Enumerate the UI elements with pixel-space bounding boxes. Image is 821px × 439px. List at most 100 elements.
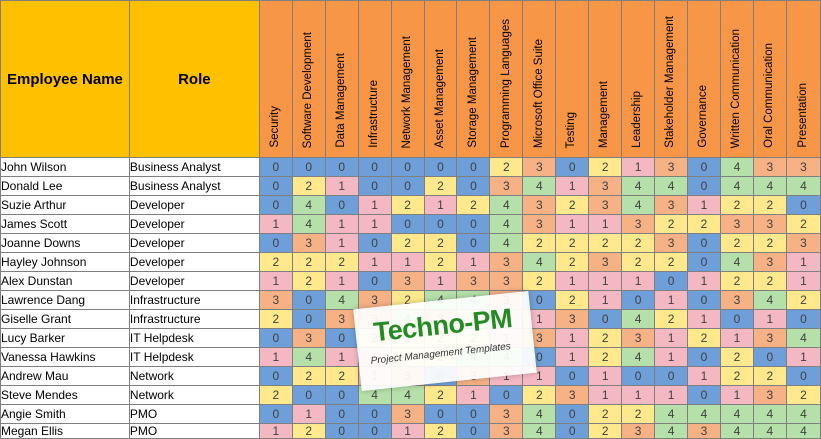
employee-name-cell[interactable]: Andrew Mau — [0, 366, 130, 386]
role-cell[interactable]: Infrastructure — [128, 290, 260, 310]
skill-level-cell[interactable]: 0 — [357, 233, 392, 253]
skill-level-cell[interactable]: 4 — [654, 423, 688, 439]
skill-level-cell[interactable]: 1 — [588, 271, 623, 291]
skill-level-cell[interactable]: 2 — [785, 214, 821, 234]
skill-level-cell[interactable]: 1 — [785, 252, 821, 272]
skill-level-cell[interactable]: 3 — [555, 385, 590, 405]
skill-level-cell[interactable]: 0 — [258, 233, 293, 253]
skill-level-cell[interactable]: 4 — [324, 290, 359, 310]
employee-name-cell[interactable]: Lawrence Dang — [0, 290, 130, 310]
skill-level-cell[interactable]: 1 — [687, 366, 721, 386]
skill-level-cell[interactable]: 2 — [752, 271, 787, 291]
employee-name-cell[interactable]: Angie Smith — [0, 404, 130, 424]
skill-level-cell[interactable]: 4 — [621, 347, 656, 367]
role-cell[interactable]: IT Helpdesk — [128, 328, 260, 348]
skill-level-cell[interactable]: 4 — [752, 176, 787, 196]
employee-name-cell[interactable]: James Scott — [0, 214, 130, 234]
skill-level-cell[interactable]: 2 — [324, 252, 359, 272]
header-skill[interactable]: Governance — [687, 0, 721, 158]
skill-level-cell[interactable]: 2 — [555, 252, 590, 272]
skill-level-cell[interactable]: 4 — [719, 252, 754, 272]
skill-level-cell[interactable]: 0 — [719, 309, 754, 329]
skill-level-cell[interactable]: 1 — [654, 290, 688, 310]
skill-level-cell[interactable]: 2 — [785, 385, 821, 405]
skill-level-cell[interactable]: 1 — [423, 195, 458, 215]
skill-level-cell[interactable]: 2 — [752, 195, 787, 215]
skill-level-cell[interactable]: 4 — [752, 404, 787, 424]
header-skill[interactable]: Microsoft Office Suite — [522, 0, 557, 158]
skill-level-cell[interactable]: 2 — [719, 195, 754, 215]
skill-level-cell[interactable]: 3 — [654, 157, 688, 177]
skill-level-cell[interactable]: 0 — [423, 214, 458, 234]
skill-level-cell[interactable]: 0 — [687, 385, 721, 405]
skill-level-cell[interactable]: 0 — [687, 290, 721, 310]
skill-level-cell[interactable]: 1 — [390, 252, 425, 272]
skill-level-cell[interactable]: 4 — [291, 347, 326, 367]
role-cell[interactable]: Developer — [128, 233, 260, 253]
header-skill[interactable]: Presentation — [785, 0, 821, 158]
skill-level-cell[interactable]: 2 — [588, 404, 623, 424]
role-cell[interactable]: Infrastructure — [128, 309, 260, 329]
skill-level-cell[interactable]: 2 — [621, 404, 656, 424]
skill-level-cell[interactable]: 2 — [621, 233, 656, 253]
skill-level-cell[interactable]: 0 — [423, 157, 458, 177]
employee-name-cell[interactable]: Suzie Arthur — [0, 195, 130, 215]
skill-level-cell[interactable]: 1 — [785, 347, 821, 367]
skill-level-cell[interactable]: 3 — [489, 404, 524, 424]
skill-level-cell[interactable]: 2 — [258, 385, 293, 405]
skill-level-cell[interactable]: 4 — [785, 404, 821, 424]
skill-level-cell[interactable]: 0 — [588, 309, 623, 329]
skill-level-cell[interactable]: 0 — [654, 366, 688, 386]
skill-level-cell[interactable]: 2 — [390, 233, 425, 253]
skill-level-cell[interactable]: 1 — [357, 252, 392, 272]
role-cell[interactable]: Business Analyst — [128, 176, 260, 196]
skill-level-cell[interactable]: 1 — [654, 385, 688, 405]
role-cell[interactable]: Network — [128, 366, 260, 386]
skill-level-cell[interactable]: 2 — [489, 157, 524, 177]
header-skill[interactable]: Written Communication — [719, 0, 754, 158]
skill-level-cell[interactable]: 3 — [489, 271, 524, 291]
employee-name-cell[interactable]: Megan Ellis — [0, 423, 130, 439]
skill-level-cell[interactable]: 3 — [785, 157, 821, 177]
skill-level-cell[interactable]: 3 — [456, 271, 491, 291]
skill-level-cell[interactable]: 1 — [687, 195, 721, 215]
skill-level-cell[interactable]: 0 — [456, 176, 491, 196]
skill-level-cell[interactable]: 3 — [752, 328, 787, 348]
role-cell[interactable]: Developer — [128, 195, 260, 215]
skill-level-cell[interactable]: 0 — [324, 423, 359, 439]
skill-level-cell[interactable]: 2 — [588, 423, 623, 439]
skill-level-cell[interactable]: 1 — [357, 195, 392, 215]
skill-level-cell[interactable]: 1 — [456, 385, 491, 405]
skill-level-cell[interactable]: 1 — [785, 271, 821, 291]
skill-level-cell[interactable]: 3 — [258, 290, 293, 310]
header-skill[interactable]: Security — [258, 0, 293, 158]
skill-level-cell[interactable]: 1 — [752, 309, 787, 329]
skill-level-cell[interactable]: 0 — [258, 176, 293, 196]
skill-level-cell[interactable]: 2 — [719, 233, 754, 253]
header-skill[interactable]: Asset Management — [423, 0, 458, 158]
skill-level-cell[interactable]: 2 — [291, 423, 326, 439]
skill-level-cell[interactable]: 4 — [522, 176, 557, 196]
skill-level-cell[interactable]: 0 — [390, 214, 425, 234]
skill-level-cell[interactable]: 2 — [654, 309, 688, 329]
skill-level-cell[interactable]: 2 — [522, 233, 557, 253]
skill-level-cell[interactable]: 3 — [752, 385, 787, 405]
skill-level-cell[interactable]: 1 — [719, 385, 754, 405]
skill-level-cell[interactable]: 1 — [621, 271, 656, 291]
skill-level-cell[interactable]: 1 — [687, 271, 721, 291]
skill-level-cell[interactable]: 4 — [522, 404, 557, 424]
skill-level-cell[interactable]: 4 — [390, 385, 425, 405]
skill-level-cell[interactable]: 0 — [555, 404, 590, 424]
skill-level-cell[interactable]: 3 — [489, 252, 524, 272]
header-skill[interactable]: Infrastructure — [357, 0, 392, 158]
skill-level-cell[interactable]: 1 — [719, 328, 754, 348]
skill-level-cell[interactable]: 1 — [324, 214, 359, 234]
skill-level-cell[interactable]: 2 — [258, 252, 293, 272]
skill-level-cell[interactable]: 3 — [588, 252, 623, 272]
header-skill[interactable]: Stakeholder Management — [654, 0, 688, 158]
skill-level-cell[interactable]: 2 — [291, 176, 326, 196]
employee-name-cell[interactable]: Lucy Barker — [0, 328, 130, 348]
skill-level-cell[interactable]: 0 — [357, 271, 392, 291]
skill-level-cell[interactable]: 4 — [489, 195, 524, 215]
skill-level-cell[interactable]: 1 — [654, 328, 688, 348]
